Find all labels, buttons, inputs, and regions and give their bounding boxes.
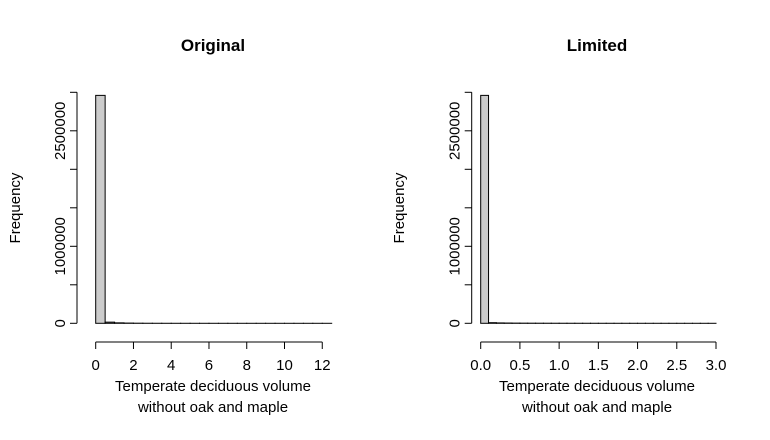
- x-tick-label: 2: [129, 357, 137, 374]
- x-axis-label-line1: Temperate deciduous volume: [499, 378, 695, 395]
- x-tick-label: 8: [243, 357, 251, 374]
- x-tick-label: 2.5: [666, 357, 687, 374]
- x-tick-label: 3.0: [706, 357, 727, 374]
- y-axis-label: Frequency: [391, 172, 408, 243]
- x-tick-label: 0.5: [509, 357, 530, 374]
- x-tick-label: 6: [205, 357, 213, 374]
- histogram-panel-2: Limited 0 1000000 2500000 0.0 0.5 1.0 1.5 2.0 2.5…: [391, 36, 726, 416]
- x-tick-label: 1.5: [588, 357, 609, 374]
- y-tick-label: 2500000: [447, 102, 464, 160]
- x-axis-label-line1: Temperate deciduous volume: [115, 378, 311, 395]
- y-tick-label: 1000000: [52, 217, 69, 275]
- y-tick-label: 0: [52, 319, 69, 327]
- chart-title: Original: [181, 36, 245, 55]
- histogram-bar: [488, 322, 497, 324]
- x-tick-label: 4: [167, 357, 175, 374]
- histogram-bar: [104, 321, 116, 324]
- histogram-bar: [95, 94, 106, 324]
- chart-title: Limited: [567, 36, 627, 55]
- x-axis-label-line2: without oak and maple: [137, 399, 288, 416]
- x-tick-label: 0.0: [470, 357, 491, 374]
- x-axis-label-line2: without oak and maple: [521, 399, 672, 416]
- y-tick-label: 2500000: [52, 102, 69, 160]
- y-tick-label: 0: [447, 319, 464, 327]
- x-tick-label: 0: [92, 357, 100, 374]
- x-tick-label: 12: [314, 357, 331, 374]
- x-tick-label: 2.0: [627, 357, 648, 374]
- y-axis-label: Frequency: [7, 172, 24, 243]
- histogram-panel-1: Original 0 1000000 2500000 0 2 4 6 8 10 12Temperat…: [7, 36, 333, 416]
- x-tick-label: 1.0: [549, 357, 570, 374]
- histogram-bar: [480, 94, 490, 324]
- y-tick-label: 1000000: [447, 217, 464, 275]
- x-tick-label: 10: [276, 357, 293, 374]
